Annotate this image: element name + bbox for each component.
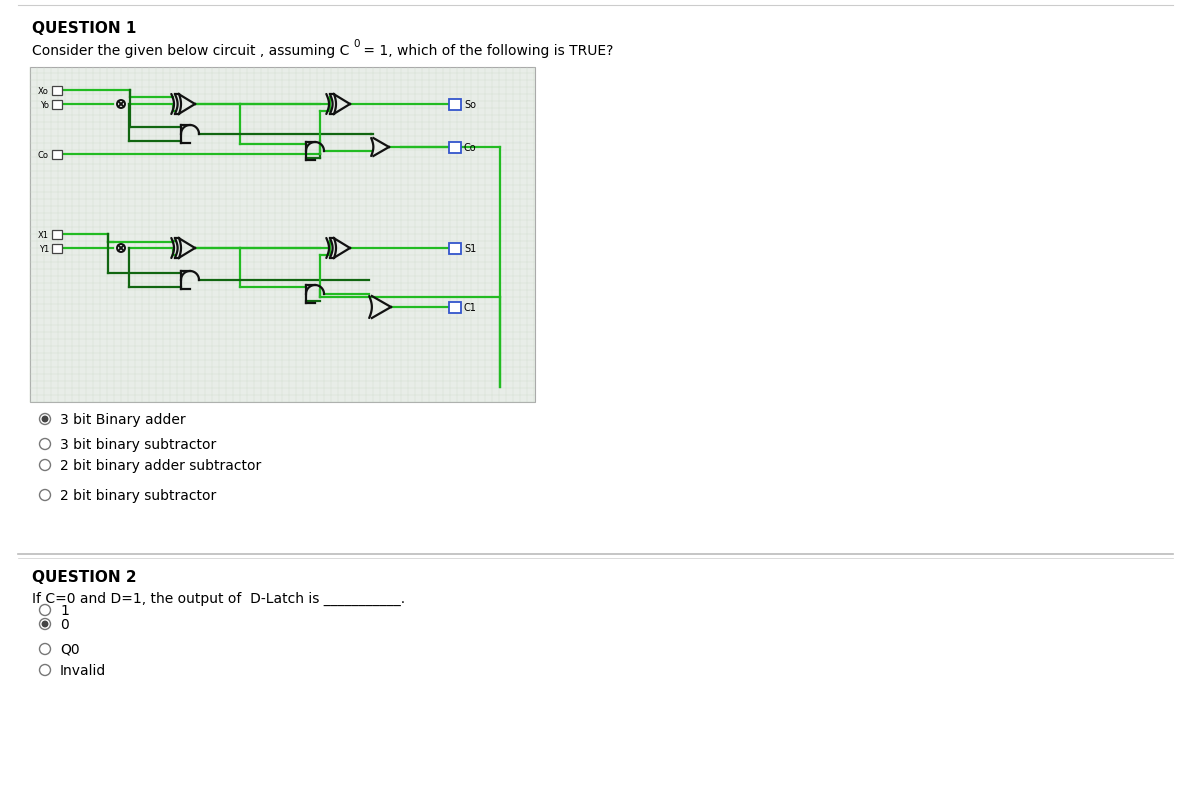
Circle shape [42,417,48,422]
Text: So: So [464,100,476,110]
Bar [52,244,62,253]
Bar [449,243,461,254]
Text: Co: Co [464,143,476,153]
Text: 2 bit binary subtractor: 2 bit binary subtractor [60,488,217,502]
Text: Q0: Q0 [60,642,80,656]
Text: 1: 1 [60,603,69,618]
Text: Xo: Xo [38,87,49,95]
Bar [52,230,62,239]
Text: Yo: Yo [40,100,49,109]
Circle shape [42,622,48,627]
Text: S1: S1 [464,244,476,253]
Text: Y1: Y1 [39,244,49,253]
Bar [449,99,461,111]
Text: = 1, which of the following is TRUE?: = 1, which of the following is TRUE? [358,44,613,58]
Text: X1: X1 [38,230,49,239]
Bar [30,68,535,403]
Text: 0: 0 [60,618,69,631]
Bar [52,100,62,109]
Text: 2 bit binary adder subtractor: 2 bit binary adder subtractor [60,459,261,472]
Text: QUESTION 2: QUESTION 2 [32,569,137,585]
Bar [52,87,62,95]
Text: Invalid: Invalid [60,663,106,677]
Text: QUESTION 1: QUESTION 1 [32,21,137,36]
Text: Consider the given below circuit , assuming C: Consider the given below circuit , assum… [32,44,349,58]
Bar [449,302,461,313]
Text: C1: C1 [464,302,476,313]
Text: 0: 0 [353,39,360,49]
Text: 3 bit binary subtractor: 3 bit binary subtractor [60,437,217,452]
Text: 3 bit Binary adder: 3 bit Binary adder [60,412,186,427]
Text: If C=0 and D=1, the output of  D-Latch is ___________.: If C=0 and D=1, the output of D-Latch is… [32,591,405,606]
Bar [52,150,62,160]
Text: Co: Co [38,150,49,160]
Bar [449,142,461,153]
